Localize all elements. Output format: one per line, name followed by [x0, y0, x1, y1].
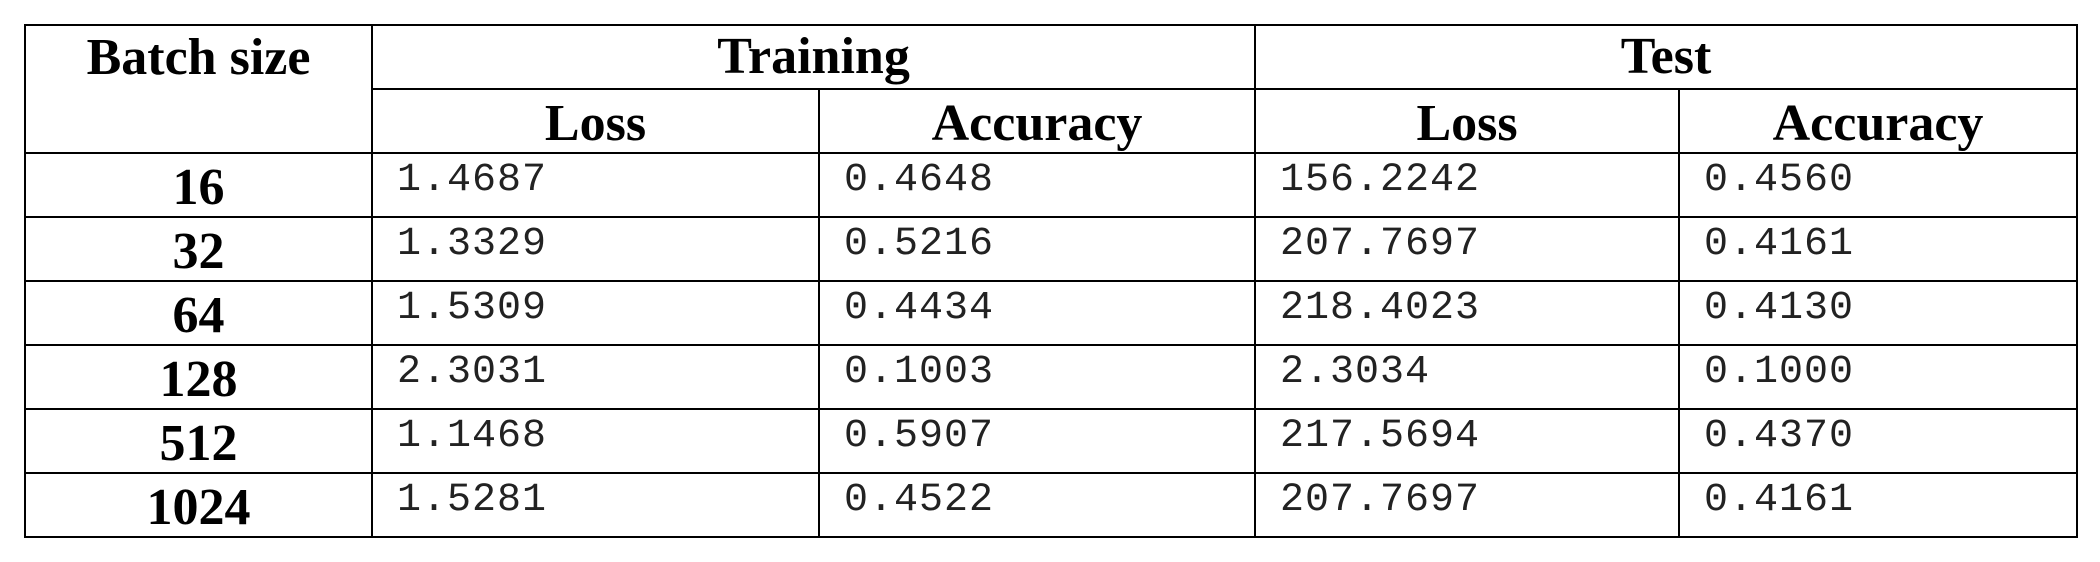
test-accuracy-cell: 0.4560: [1678, 152, 2079, 218]
test-loss-cell: 156.2242: [1254, 152, 1681, 218]
training-accuracy-cell: 0.5216: [817, 216, 1257, 282]
test-accuracy-cell: 0.4130: [1678, 280, 2079, 346]
training-loss-cell: 1.1468: [371, 408, 820, 474]
header-test: Test: [1254, 24, 2079, 90]
table-row: 1024 1.5281 0.4522 207.7697 0.4161: [24, 472, 2079, 538]
batch-size-cell: 1024: [24, 472, 373, 538]
batch-size-cell: 128: [24, 344, 373, 410]
training-loss-cell: 1.5281: [371, 472, 820, 538]
header-row-groups: Batch size Training Test: [24, 24, 2079, 154]
table-row: 32 1.3329 0.5216 207.7697 0.4161: [24, 216, 2079, 282]
test-loss-cell: 2.3034: [1254, 344, 1681, 410]
batch-size-cell: 16: [24, 152, 373, 218]
header-row-metrics: Loss Accuracy Loss Accuracy: [25, 88, 2079, 154]
table-row: 128 2.3031 0.1003 2.3034 0.1000: [24, 344, 2079, 410]
test-loss-cell: 218.4023: [1254, 280, 1681, 346]
header-training-loss: Loss: [371, 88, 820, 154]
training-loss-cell: 1.3329: [371, 216, 820, 282]
batch-size-cell: 512: [24, 408, 373, 474]
test-loss-cell: 217.5694: [1254, 408, 1681, 474]
training-accuracy-cell: 0.4434: [817, 280, 1257, 346]
test-accuracy-cell: 0.4161: [1678, 216, 2079, 282]
header-training-accuracy: Accuracy: [817, 88, 1257, 154]
batch-size-cell: 64: [24, 280, 373, 346]
table-row: 16 1.4687 0.4648 156.2242 0.4560: [24, 152, 2079, 218]
results-table: Batch size Training Test Loss Accuracy L…: [24, 24, 2079, 538]
test-loss-cell: 207.7697: [1254, 216, 1681, 282]
header-training: Training: [370, 24, 1257, 90]
test-accuracy-cell: 0.4161: [1678, 472, 2079, 538]
training-loss-cell: 1.5309: [371, 280, 820, 346]
header-test-accuracy: Accuracy: [1678, 88, 2079, 154]
training-accuracy-cell: 0.5907: [817, 408, 1257, 474]
training-loss-cell: 1.4687: [371, 152, 820, 218]
training-accuracy-cell: 0.1003: [817, 344, 1257, 410]
test-loss-cell: 207.7697: [1254, 472, 1681, 538]
training-loss-cell: 2.3031: [371, 344, 820, 410]
test-accuracy-cell: 0.4370: [1678, 408, 2079, 474]
table-row: 64 1.5309 0.4434 218.4023 0.4130: [24, 280, 2079, 346]
header-test-loss: Loss: [1254, 88, 1681, 154]
table-row: 512 1.1468 0.5907 217.5694 0.4370: [24, 408, 2079, 474]
header-batch-size: Batch size: [24, 24, 373, 154]
test-accuracy-cell: 0.1000: [1678, 344, 2079, 410]
batch-size-cell: 32: [24, 216, 373, 282]
training-accuracy-cell: 0.4522: [817, 472, 1257, 538]
training-accuracy-cell: 0.4648: [817, 152, 1257, 218]
